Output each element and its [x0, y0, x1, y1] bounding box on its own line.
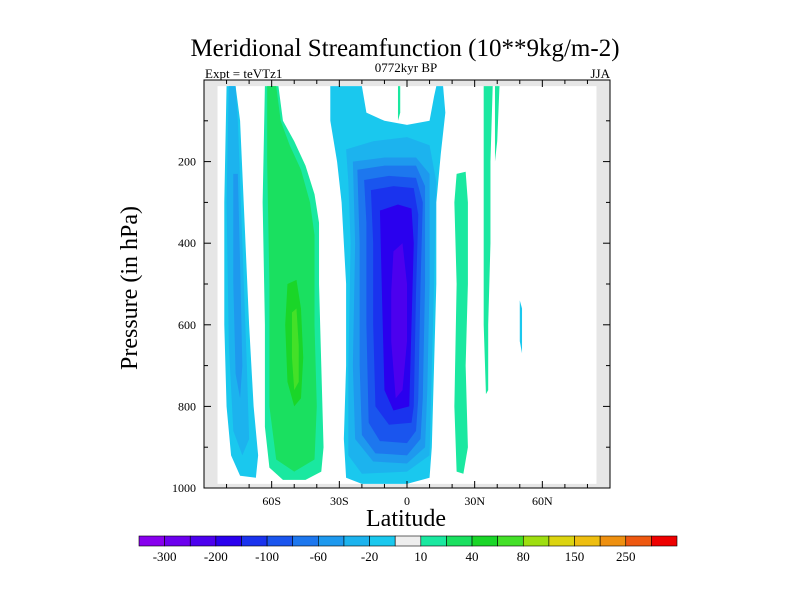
colorbar-swatch — [420, 535, 447, 547]
colorbar-swatch — [318, 535, 345, 547]
y-tick-label: 600 — [178, 318, 196, 332]
colorbar-swatch — [446, 535, 473, 547]
colorbar-swatch — [574, 535, 601, 547]
colorbar-tick-label: 250 — [616, 549, 636, 564]
x-tick-label: 60S — [262, 494, 281, 508]
colorbar-tick-label: -200 — [204, 549, 228, 564]
contour-sh-polar-cell-core — [233, 173, 243, 399]
contour-sh-ferrel-core-2 — [291, 308, 299, 391]
colorbar-swatch — [394, 535, 422, 547]
colorbar-swatch — [292, 535, 319, 547]
contour-nh-band-2 — [494, 86, 500, 162]
colorbar-tick-label: 10 — [414, 549, 427, 564]
y-axis-label: Pressure (in hPa) — [117, 206, 143, 370]
colorbar-swatch — [522, 535, 550, 547]
contour-sh-ferrel-green — [267, 86, 317, 472]
colorbar-swatch — [189, 535, 217, 547]
colorbar-tick-label: 40 — [466, 549, 479, 564]
colorbar-swatch — [266, 535, 294, 547]
colorbar-tick-label: -300 — [153, 549, 177, 564]
chart-title: Meridional Streamfunction (10**9kg/m-2) — [190, 35, 619, 62]
colorbar-swatch — [138, 535, 165, 547]
x-axis-label: Latitude — [366, 506, 446, 532]
colorbar-tick-label: 150 — [565, 549, 585, 564]
colorbar-swatch — [548, 535, 575, 547]
plot-area — [204, 80, 610, 488]
contour-nh-band-1 — [483, 86, 493, 395]
y-tick-label: 400 — [178, 236, 196, 250]
colorbar-swatch — [625, 535, 652, 547]
colorbar-swatch — [369, 535, 396, 547]
x-tick-label: 30N — [464, 494, 485, 508]
x-tick-label: 30S — [330, 494, 349, 508]
colorbar-tick-label: -60 — [310, 549, 327, 564]
chart-subtitle-center: 0772kyr BP — [375, 60, 437, 75]
colorbar-tick-label: -20 — [361, 549, 378, 564]
colorbar-swatch — [215, 535, 242, 547]
contour-nh-hadley-strip — [454, 171, 468, 474]
contour-tropical-cell-6 — [391, 243, 407, 399]
colorbar-swatch — [343, 535, 370, 547]
y-tick-label: 200 — [178, 155, 196, 169]
chart-subtitle-left: Expt = teVTz1 — [205, 66, 282, 81]
y-tick-label: 1000 — [172, 481, 196, 495]
colorbar-swatch — [471, 535, 498, 547]
contour-nh-band-3 — [397, 86, 401, 121]
colorbar-swatch — [497, 535, 524, 547]
colorbar-swatch — [599, 535, 627, 547]
colorbar-swatch — [164, 535, 191, 547]
plot-axes: 200 400 600 800 1000 60S 30S 0 30N 60N — [172, 79, 611, 508]
missing-left-edge — [204, 80, 218, 484]
colorbar-swatch — [241, 535, 268, 547]
colorbar: -300 -200 -100 -60 -20 10 40 80 150 250 — [138, 535, 678, 564]
contour-nh-blip — [519, 300, 523, 354]
y-tick-label: 800 — [178, 399, 196, 413]
colorbar-tick-label: 80 — [517, 549, 530, 564]
colorbar-swatch — [651, 535, 678, 547]
colorbar-tick-label: -100 — [255, 549, 279, 564]
x-tick-label: 0 — [404, 494, 410, 508]
chart-subtitle-right: JJA — [590, 66, 610, 81]
x-tick-label: 60N — [532, 494, 553, 508]
